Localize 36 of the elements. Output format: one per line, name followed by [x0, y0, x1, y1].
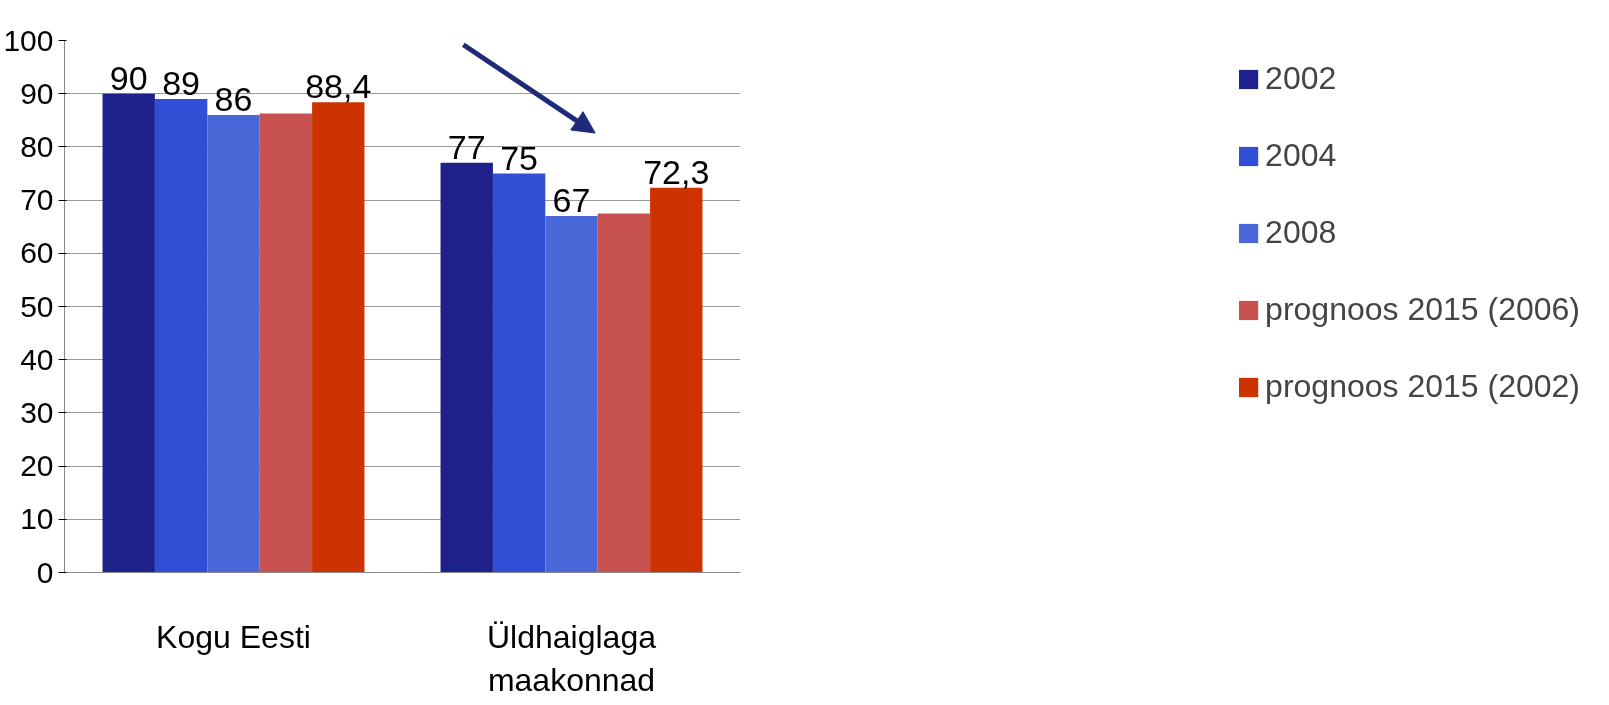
legend-label: prognoos 2015 (2006)	[1265, 291, 1580, 328]
y-tick-label: 60	[20, 236, 54, 270]
y-tick-label: 50	[20, 289, 54, 323]
data-label: 67	[552, 181, 591, 220]
bar	[102, 93, 155, 573]
x-tick-label: Üldhaiglaga maakonnad	[486, 618, 657, 698]
legend-label: 2002	[1265, 60, 1337, 97]
bar	[492, 173, 546, 573]
y-tick-label: 100	[3, 23, 54, 57]
bar	[440, 162, 493, 573]
data-label: 77	[447, 127, 486, 166]
y-tick-label: 40	[20, 342, 54, 376]
bar	[545, 216, 598, 573]
legend-label: prognoos 2015 (2002)	[1265, 368, 1580, 405]
data-label: 88,4	[305, 67, 372, 106]
bar	[597, 213, 651, 573]
data-label: 86	[214, 79, 253, 118]
y-tick-label: 70	[20, 183, 54, 217]
legend-label: 2004	[1265, 137, 1337, 174]
bar	[650, 187, 703, 573]
bar	[154, 99, 208, 573]
y-tick-label: 0	[36, 555, 54, 589]
data-label: 75	[500, 138, 539, 177]
y-tick-label: 20	[20, 449, 54, 483]
bar	[312, 102, 365, 573]
data-label: 89	[162, 64, 201, 103]
bar	[207, 114, 260, 573]
x-tick-label: Kogu Eesti	[156, 618, 311, 655]
y-tick-label: 10	[20, 502, 54, 536]
bar	[259, 113, 313, 573]
legend-label: 2008	[1265, 214, 1337, 251]
y-tick-label: 30	[20, 395, 54, 429]
y-tick-label: 80	[20, 129, 54, 163]
data-label: 72,3	[643, 152, 710, 191]
data-label: 90	[109, 58, 148, 97]
y-tick-label: 90	[20, 76, 54, 110]
